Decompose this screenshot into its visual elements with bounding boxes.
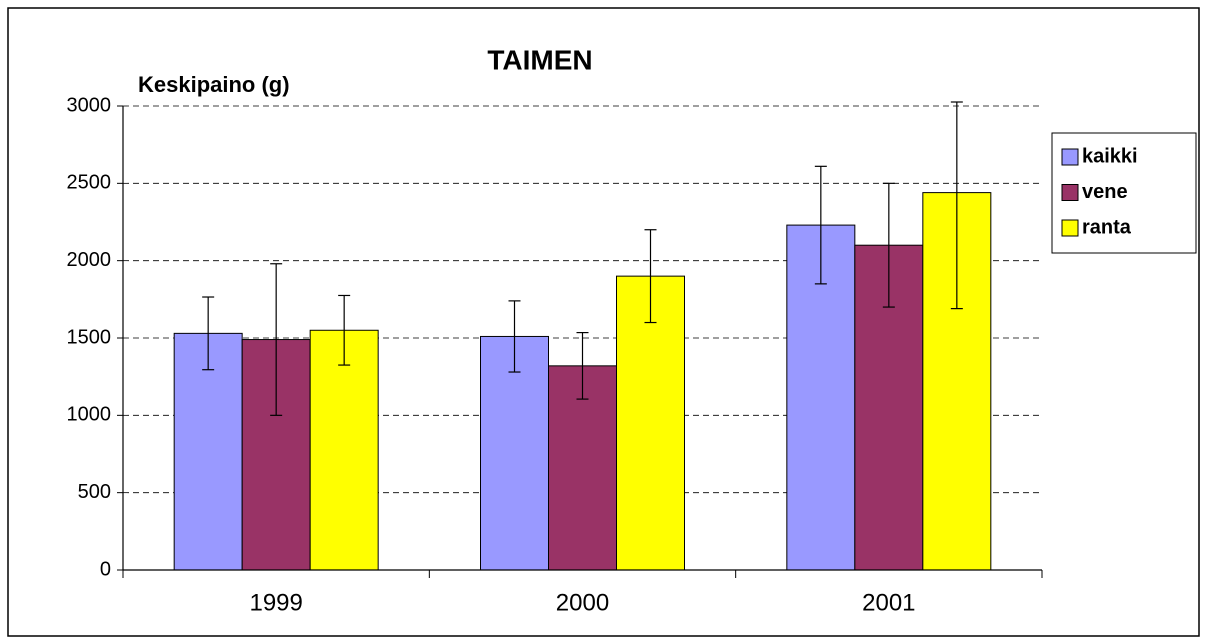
error-bar xyxy=(576,331,589,400)
y-axis-label: Keskipaino (g) xyxy=(138,72,290,97)
legend-label: ranta xyxy=(1082,216,1132,238)
y-tick-label: 0 xyxy=(100,558,111,580)
legend-swatch xyxy=(1061,184,1079,201)
x-tick-label: 2001 xyxy=(862,589,915,616)
error-bar xyxy=(644,229,657,324)
bar xyxy=(309,329,379,571)
chart-title: TAIMEN xyxy=(487,44,592,75)
legend-label: kaikki xyxy=(1082,145,1138,167)
error-bar xyxy=(270,263,283,416)
y-tick-label: 1000 xyxy=(67,404,112,426)
y-tick-label: 3000 xyxy=(67,94,112,116)
y-tick-label: 500 xyxy=(78,481,111,503)
y-tick-label: 2500 xyxy=(67,172,112,194)
bar xyxy=(548,365,617,571)
y-tick-label: 1500 xyxy=(67,326,112,348)
x-tick-label: 1999 xyxy=(249,589,302,616)
bar xyxy=(480,335,549,571)
error-bar xyxy=(338,294,351,366)
x-tick-label: 2000 xyxy=(556,589,609,616)
error-bar xyxy=(814,165,827,285)
error-bar xyxy=(950,101,963,310)
error-bar xyxy=(882,182,895,308)
bar xyxy=(616,275,685,571)
legend-swatch xyxy=(1061,219,1079,237)
bar xyxy=(173,332,243,571)
y-tick-label: 2000 xyxy=(67,249,112,271)
error-bar xyxy=(202,296,215,371)
legend-label: vene xyxy=(1082,181,1128,203)
legend-swatch xyxy=(1061,148,1079,166)
error-bar xyxy=(508,300,521,373)
